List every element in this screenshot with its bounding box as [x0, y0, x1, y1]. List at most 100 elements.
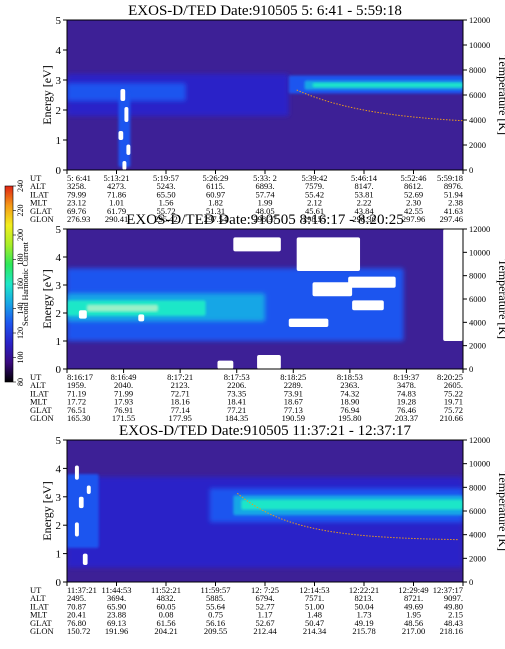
orbit-cell: 69.13 [107, 618, 126, 628]
orbit-cell: 51.94 [444, 189, 464, 199]
orbit-cell: 8612. [404, 181, 423, 191]
spectrogram [67, 20, 463, 170]
spectrogram-band [86, 304, 159, 312]
orbit-row-label: GLON [30, 214, 54, 224]
orbit-cell: 298.36 [352, 214, 375, 224]
y-axis-tick-label: 3 [56, 75, 62, 87]
orbit-cell: 171.55 [112, 413, 135, 423]
orbit-cell: 76.91 [114, 405, 133, 415]
orbit-cell: 290.41 [105, 214, 128, 224]
orbit-cell: 76.51 [67, 405, 86, 415]
y2-axis-tick-label: 12000 [469, 435, 490, 445]
y2-axis-tick-label: 8000 [469, 482, 486, 492]
orbit-cell: 49.69 [404, 601, 423, 611]
spectrogram-gap [122, 161, 127, 170]
orbit-cell: 5:39:42 [302, 173, 328, 183]
orbit-cell: 2206. [227, 380, 246, 390]
orbit-cell: 51.00 [305, 601, 324, 611]
orbit-cell: 0.08 [159, 610, 174, 620]
orbit-cell: 1.56 [159, 198, 174, 208]
orbit-row-label: ALT [30, 593, 47, 603]
y-axis-label: Energy [eV] [40, 65, 54, 124]
orbit-cell: 48.05 [255, 206, 274, 216]
orbit-cell: 8:17:53 [224, 372, 250, 382]
y2-axis-tick-label: 12000 [469, 224, 490, 234]
y2-axis-tick-label: 0 [469, 364, 473, 374]
orbit-cell: 210.66 [440, 413, 463, 423]
spectrogram-gap [288, 318, 329, 327]
spectrogram-gap [74, 522, 79, 537]
colorbar-tick-label: 100 [16, 352, 25, 364]
orbit-cell: 55.64 [206, 601, 226, 611]
orbit-cell: 2289. [284, 380, 303, 390]
chart-title: EXOS-D/TED Date:910505 5: 6:41 - 5:59:18 [128, 3, 402, 19]
orbit-cell: 212.44 [253, 626, 277, 636]
orbit-cell: 2363. [340, 380, 359, 390]
colorbar-tick-label: 180 [16, 254, 25, 266]
spectrogram-gap [82, 553, 88, 565]
orbit-row-label: MLT [30, 198, 48, 208]
orbit-cell: 5243. [156, 181, 175, 191]
orbit-cell: 57.74 [255, 189, 275, 199]
y2-axis-tick-label: 6000 [469, 294, 486, 304]
orbit-cell: 2605. [444, 380, 463, 390]
orbit-cell: 17.72 [67, 397, 86, 407]
colorbar-label: Second Harmonic Current [21, 241, 30, 326]
y2-axis-tick-label: 4000 [469, 115, 486, 125]
spectrogram-gap [74, 465, 79, 480]
orbit-cell: 5:13:21 [104, 173, 130, 183]
orbit-cell: 50.47 [305, 618, 324, 628]
orbit-cell: 23.88 [107, 610, 126, 620]
orbit-cell: 4273. [107, 181, 126, 191]
orbit-cell: 9097. [444, 593, 463, 603]
orbit-row-label: ALT [30, 380, 47, 390]
spectrogram-gap [118, 131, 124, 140]
orbit-cell: 3694. [107, 593, 126, 603]
spectrogram [67, 440, 463, 582]
colorbar-tick-label: 160 [16, 278, 25, 290]
orbit-cell: 2495. [67, 593, 86, 603]
spectrogram-gap [124, 107, 129, 122]
orbit-cell: 77.21 [227, 405, 246, 415]
orbit-cell: 217.00 [402, 626, 425, 636]
orbit-cell: 177.95 [168, 413, 191, 423]
orbit-cell: 61.79 [107, 206, 126, 216]
spectrogram-gap [120, 89, 126, 101]
y-axis-tick-label: 5 [56, 435, 62, 447]
orbit-cell: 1.99 [258, 198, 273, 208]
orbit-cell: 11:37:21 [67, 585, 97, 595]
orbit-cell: 2.22 [357, 198, 372, 208]
orbit-cell: 1.82 [208, 198, 223, 208]
y-axis-tick-label: 0 [56, 165, 62, 177]
y2-axis-tick-label: 8000 [469, 65, 486, 75]
spectrogram-gap [78, 310, 87, 319]
orbit-cell: 42.55 [404, 206, 423, 216]
orbit-cell: 18.90 [340, 397, 359, 407]
orbit-cell: 5885. [206, 593, 225, 603]
orbit-cell: 45.61 [305, 206, 324, 216]
y-axis-tick-label: 2 [56, 105, 62, 117]
y2-axis-tick-label: 8000 [469, 271, 486, 281]
y-axis-tick-label: 1 [56, 135, 62, 147]
orbit-cell: 11:44:53 [102, 585, 132, 595]
orbit-cell: 12:37:17 [433, 585, 463, 595]
spectrogram-gap [312, 282, 353, 297]
orbit-cell: 214.34 [303, 626, 327, 636]
orbit-cell: 19.28 [397, 397, 416, 407]
y2-axis-tick-label: 6000 [469, 90, 486, 100]
orbit-row-label: ALT [30, 181, 47, 191]
colorbar-tick-label: 140 [16, 303, 25, 315]
orbit-cell: 8721. [404, 593, 423, 603]
orbit-cell: 7571. [305, 593, 324, 603]
spectrogram-gap [126, 144, 131, 155]
orbit-cell: 1.48 [307, 610, 322, 620]
y-axis-label: Energy [eV] [40, 269, 54, 328]
orbit-cell: 60.97 [206, 189, 225, 199]
orbit-cell: 74.32 [340, 388, 359, 398]
orbit-cell: 49.80 [444, 601, 463, 611]
orbit-cell: 77.14 [171, 405, 191, 415]
orbit-cell: 1.01 [109, 198, 124, 208]
orbit-cell: 2.38 [448, 198, 463, 208]
orbit-cell: 2.15 [448, 610, 463, 620]
orbit-cell: 65.50 [156, 189, 175, 199]
